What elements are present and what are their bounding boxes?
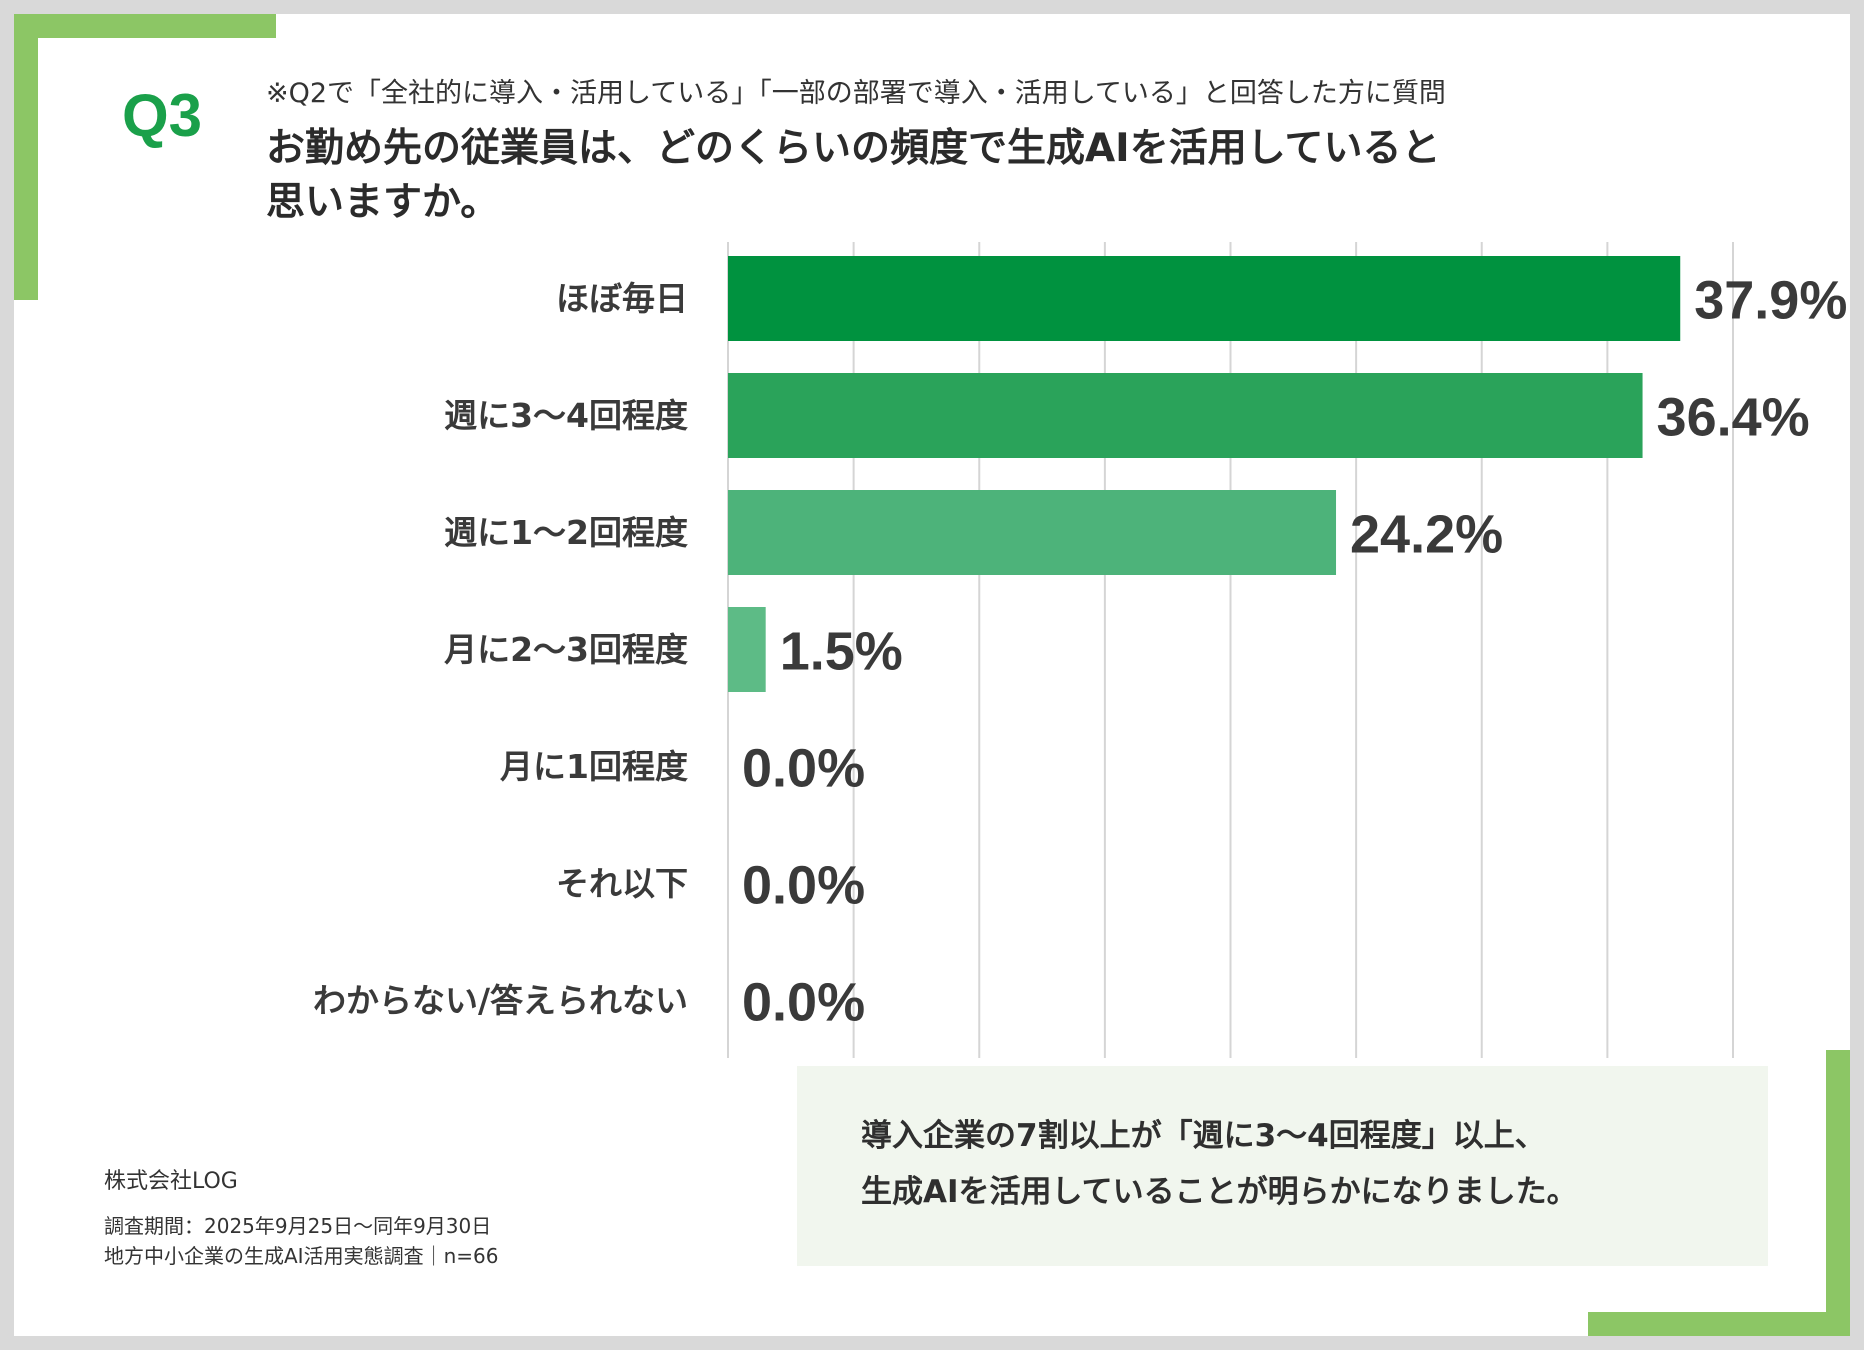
value-label-6: 0.0% xyxy=(742,973,865,1033)
category-label-2: 週に1～2回程度 xyxy=(444,513,688,552)
value-label-3: 1.5% xyxy=(780,622,903,682)
footer-survey-name: 地方中小企業の生成AI活用実態調査｜n=66 xyxy=(104,1244,499,1268)
category-label-4: 月に1回程度 xyxy=(500,747,688,786)
value-label-2: 24.2% xyxy=(1350,505,1503,565)
bar-2 xyxy=(728,490,1337,575)
question-note: ※Q2で「全社的に導入・活用している」「一部の部署で導入・活用している」と回答し… xyxy=(266,78,1446,109)
category-label-0: ほぼ毎日 xyxy=(556,279,688,318)
chart-bars xyxy=(728,256,1681,692)
category-label-1: 週に3～4回程度 xyxy=(444,396,688,435)
category-label-6: わからない/答えられない xyxy=(313,981,688,1020)
accent-corner-bottom-right-vertical xyxy=(1826,1050,1850,1336)
value-label-0: 37.9% xyxy=(1694,271,1847,331)
value-label-1: 36.4% xyxy=(1657,388,1810,448)
summary-line-1: 導入企業の7割以上が「週に3～4回程度」以上、 xyxy=(861,1118,1546,1154)
accent-corner-top-left-horizontal xyxy=(14,14,276,38)
category-label-3: 月に2～3回程度 xyxy=(444,630,688,669)
accent-corner-top-left-vertical xyxy=(14,14,38,300)
summary-box: 導入企業の7割以上が「週に3～4回程度」以上、 生成AIを活用していることが明ら… xyxy=(797,1066,1768,1266)
bar-0 xyxy=(728,256,1681,341)
footer-survey-period: 調査期間：2025年9月25日～同年9月30日 xyxy=(104,1214,492,1238)
summary-line-2: 生成AIを活用していることが明らかになりました。 xyxy=(861,1174,1578,1210)
bar-1 xyxy=(728,373,1643,458)
chart-labels: ほぼ毎日 37.9% 週に3～4回程度 36.4% 週に1～2回程度 24.2% 月に2～3… xyxy=(313,271,1847,1033)
footer-company: 株式会社LOG xyxy=(104,1169,238,1194)
question-title: お勤め先の従業員は、どのくらいの頻度で生成AIを活用していると 思いますか。 xyxy=(266,122,1606,230)
value-label-4: 0.0% xyxy=(742,739,865,799)
bar-3 xyxy=(728,607,766,692)
category-label-5: それ以下 xyxy=(556,864,688,903)
value-label-5: 0.0% xyxy=(742,856,865,916)
question-number: Q3 xyxy=(122,82,203,149)
accent-corner-bottom-right-horizontal xyxy=(1588,1312,1850,1336)
question-title-line-1: お勤め先の従業員は、どのくらいの頻度で生成AIを活用していると xyxy=(266,126,1441,171)
question-title-line-2: 思いますか。 xyxy=(266,180,500,225)
